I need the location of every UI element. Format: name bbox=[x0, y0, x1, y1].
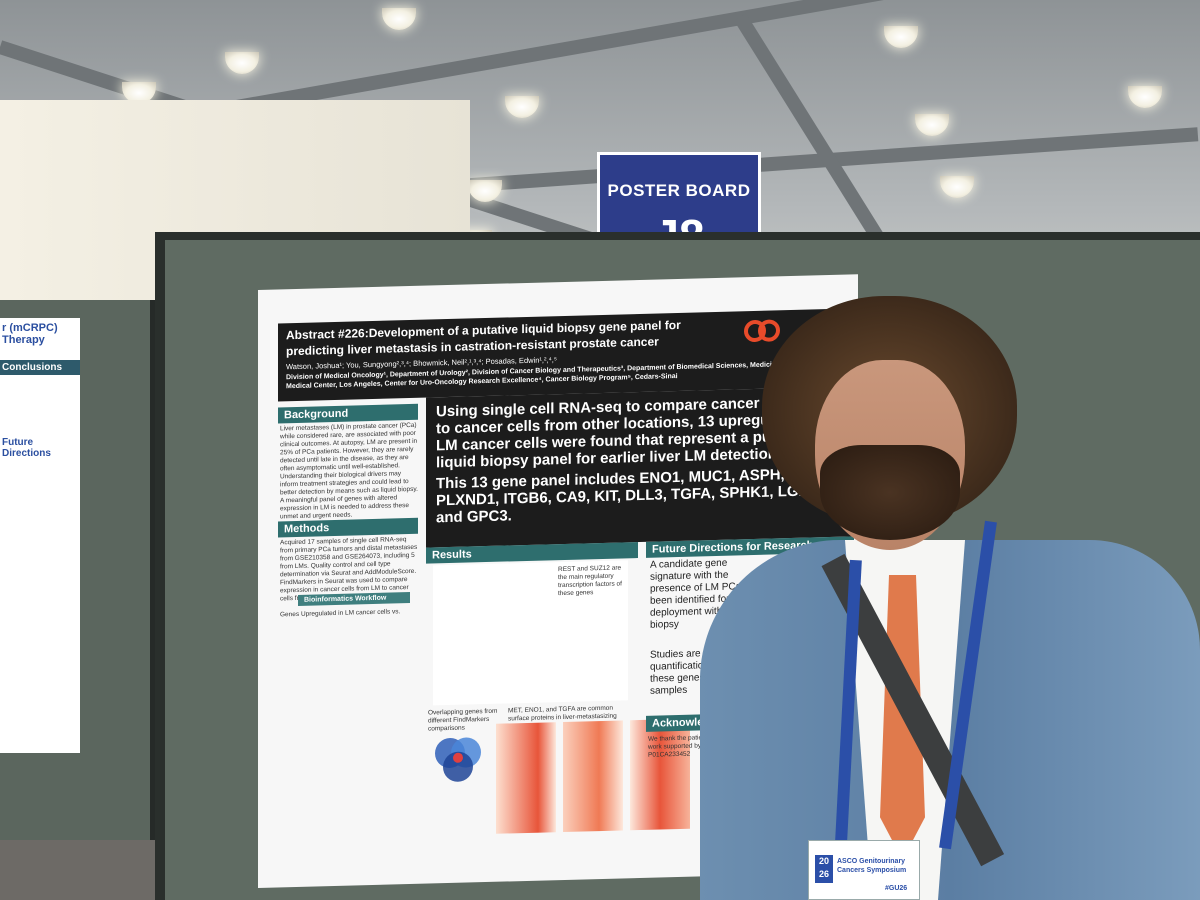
heatmap bbox=[563, 720, 623, 833]
ceiling-lamp bbox=[468, 180, 502, 202]
badge-hashtag: #GU26 bbox=[885, 885, 908, 892]
beard bbox=[820, 445, 960, 540]
ceiling-lamp bbox=[915, 114, 949, 136]
ceiling-lamp bbox=[940, 176, 974, 198]
ceiling-lamp bbox=[884, 26, 918, 48]
workflow-label: Bioinformatics Workflow bbox=[298, 592, 410, 606]
cedars-sinai-logo-icon bbox=[744, 319, 780, 342]
badge-event-name: ASCO Genitourinary Cancers Symposium bbox=[837, 858, 907, 874]
poster-header: Abstract #226:Development of a putative … bbox=[278, 308, 858, 402]
left-poster-title: r (mCRPC) Therapy bbox=[2, 322, 58, 346]
section-background: Background bbox=[278, 403, 418, 424]
venn-diagram-icon bbox=[435, 737, 481, 782]
ceiling-lamp bbox=[505, 96, 539, 118]
ceiling-lamp bbox=[382, 8, 416, 30]
section-methods: Methods bbox=[278, 517, 418, 538]
results-note: REST and SUZ12 are the main regulatory t… bbox=[558, 564, 622, 598]
ceiling-lamp bbox=[225, 52, 259, 74]
ceiling-lamp bbox=[122, 82, 156, 104]
badge-year: 20 26 bbox=[815, 855, 833, 883]
left-poster-conclusions: Conclusions bbox=[0, 360, 80, 375]
left-poster-future: Future Directions bbox=[2, 437, 51, 459]
research-poster: Abstract #226:Development of a putative … bbox=[258, 274, 858, 888]
background-text: Liver metastases (LM) in prostate cancer… bbox=[280, 421, 418, 521]
conference-badge: 20 26 ASCO Genitourinary Cancers Symposi… bbox=[808, 840, 920, 900]
heatmap bbox=[496, 722, 556, 834]
sign-label: POSTER BOARD bbox=[607, 181, 751, 200]
genes-upregulated-label: Genes Upregulated in LM cancer cells vs. bbox=[280, 608, 401, 619]
left-poster: r (mCRPC) Therapy Conclusions Future Dir… bbox=[0, 318, 80, 753]
ceiling-lamp bbox=[1128, 86, 1162, 108]
